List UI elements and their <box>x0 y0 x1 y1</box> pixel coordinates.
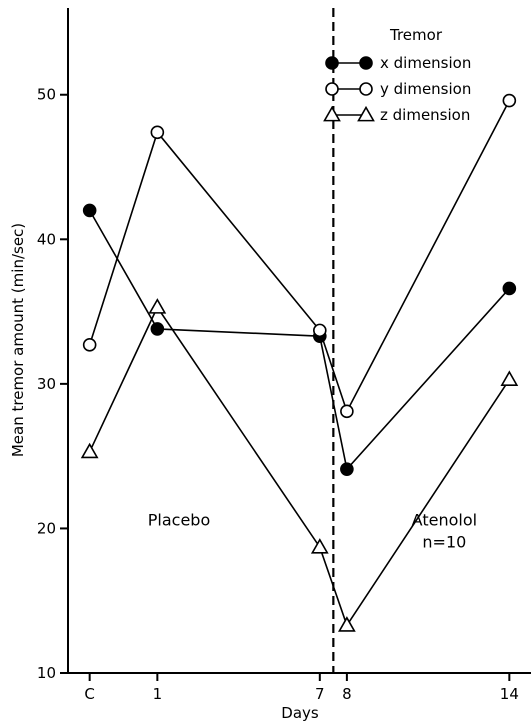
annotations: Placebo Atenolol n=10 <box>148 511 477 552</box>
data-point-x <box>502 281 517 296</box>
legend-title: Tremor <box>389 26 443 44</box>
legend-label: y dimension <box>380 80 471 98</box>
y-ticks: 10 20 30 40 50 <box>37 86 68 682</box>
axes <box>67 8 531 674</box>
data-point-x <box>340 462 354 476</box>
y-tick-label: 50 <box>37 86 56 104</box>
y-tick-label: 10 <box>37 664 56 682</box>
x-tick-label: 8 <box>342 685 352 703</box>
data-point-z <box>338 616 356 632</box>
annotation-label: Placebo <box>148 511 210 530</box>
data-point-z <box>310 538 329 554</box>
data-point-y <box>502 93 517 108</box>
legend-marker <box>357 105 375 122</box>
legend-marker <box>359 82 373 96</box>
legend-marker <box>359 56 373 70</box>
series-markers <box>80 93 519 632</box>
legend: Tremor x dimension y dimension z dimension <box>323 26 471 124</box>
legend-label: z dimension <box>380 106 470 124</box>
data-point-x <box>150 322 165 336</box>
x-tick-label: C <box>84 685 94 703</box>
x-axis-title: Days <box>281 704 319 722</box>
y-tick-label: 20 <box>37 519 56 537</box>
y-axis-title: Mean tremor amount (min/sec) <box>9 223 27 457</box>
data-point-z <box>500 370 519 386</box>
series-line-y <box>88 100 511 414</box>
legend-item-y: y dimension <box>325 80 471 98</box>
y-tick-label: 30 <box>37 375 56 393</box>
x-tick-label: 1 <box>153 685 163 703</box>
legend-label: x dimension <box>380 54 471 72</box>
data-point-y <box>150 125 165 140</box>
annotation-label: n=10 <box>422 533 466 552</box>
series-layer <box>80 93 519 632</box>
data-point-y <box>313 323 327 338</box>
x-ticks: C 1 7 8 14 <box>84 673 519 703</box>
legend-marker <box>325 82 339 96</box>
data-point-z <box>148 298 167 314</box>
legend-item-z: z dimension <box>323 105 470 124</box>
legend-marker <box>323 105 341 122</box>
x-tick-label: 14 <box>500 685 519 703</box>
legend-marker <box>325 56 339 70</box>
series-line-z <box>88 305 511 628</box>
data-point-z <box>80 442 99 459</box>
legend-item-x: x dimension <box>325 54 471 72</box>
y-tick-label: 40 <box>37 230 56 248</box>
data-point-x <box>82 203 97 218</box>
data-point-y <box>82 338 97 352</box>
x-tick-label: 7 <box>315 685 325 703</box>
annotation-label: Atenolol <box>412 511 477 530</box>
data-point-y <box>340 404 354 419</box>
series-line-x <box>88 209 510 471</box>
